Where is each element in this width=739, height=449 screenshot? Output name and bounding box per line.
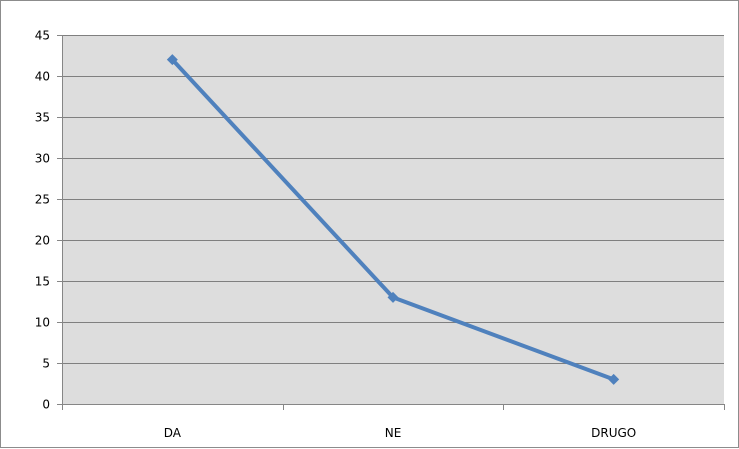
y-tick-label: 45: [35, 29, 50, 43]
data-point-marker: [166, 54, 178, 66]
y-tick-label: 20: [35, 234, 50, 248]
series: [166, 54, 620, 385]
y-tick-label: 35: [35, 111, 50, 125]
y-tick-label: 15: [35, 275, 50, 289]
y-tick-label: 10: [35, 316, 50, 330]
data-point-marker: [608, 373, 620, 385]
gridlines: [57, 35, 724, 405]
y-axis-tick-labels: 0 5 10 15 20 25 30 35 40 45: [35, 29, 50, 412]
x-tick-label: NE: [385, 426, 402, 440]
data-point-marker: [387, 291, 399, 303]
x-axis-tick-labels: DA NE DRUGO: [164, 426, 637, 440]
y-tick-label: 40: [35, 70, 50, 84]
axes: [62, 35, 725, 410]
y-tick-label: 25: [35, 193, 50, 207]
y-tick-label: 5: [42, 357, 50, 371]
y-tick-label: 30: [35, 152, 50, 166]
plot-area: [62, 35, 724, 404]
series-layer: [166, 54, 620, 385]
x-tick-label: DRUGO: [591, 426, 636, 440]
x-tick-label: DA: [164, 426, 182, 440]
y-tick-label: 0: [42, 398, 50, 412]
